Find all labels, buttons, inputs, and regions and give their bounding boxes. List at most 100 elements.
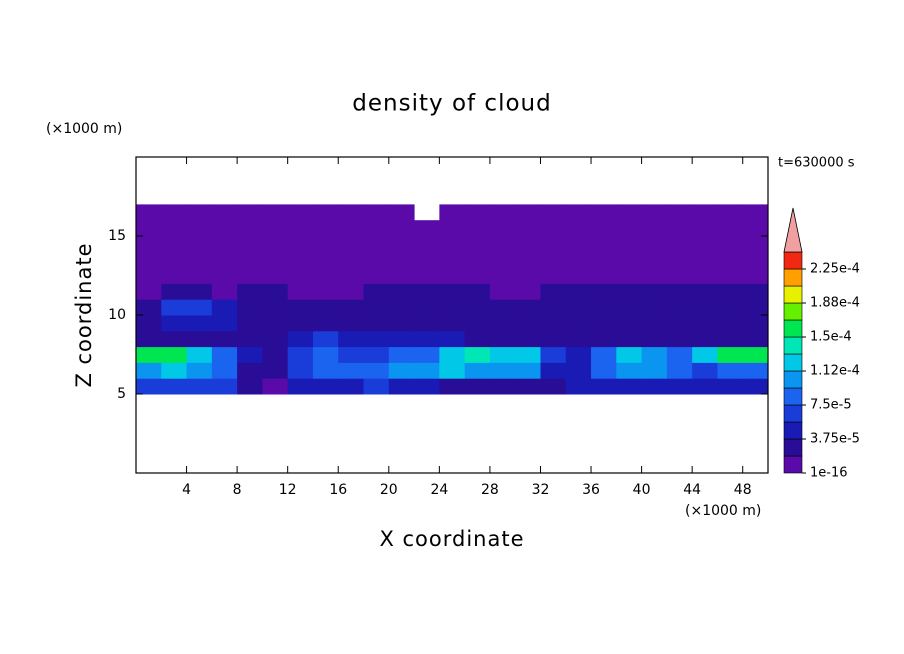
cell xyxy=(489,346,516,363)
cell xyxy=(666,315,693,332)
colorbar-band xyxy=(783,387,803,406)
cell xyxy=(363,251,390,269)
cell xyxy=(717,251,744,269)
colorbar-band xyxy=(783,302,803,321)
cell xyxy=(237,204,263,221)
cell xyxy=(616,251,643,269)
cell xyxy=(717,204,744,221)
cell xyxy=(262,251,289,269)
cell xyxy=(136,251,162,269)
cell xyxy=(540,299,567,316)
cell xyxy=(464,267,491,284)
cell xyxy=(666,283,693,300)
cell xyxy=(742,204,769,221)
cell xyxy=(692,299,718,316)
colorbar-band xyxy=(783,319,803,338)
cell xyxy=(692,362,718,379)
cell xyxy=(717,236,744,253)
cell xyxy=(237,299,263,316)
cell xyxy=(540,267,567,284)
cell xyxy=(439,315,466,332)
cell xyxy=(237,378,263,395)
cell xyxy=(363,346,390,363)
cell xyxy=(692,204,718,221)
cell xyxy=(388,362,415,379)
cell xyxy=(464,378,491,395)
cell xyxy=(262,299,289,316)
colorbar-band xyxy=(783,251,803,270)
cell xyxy=(489,283,516,300)
cell xyxy=(692,220,718,237)
cell xyxy=(591,283,617,300)
cell xyxy=(312,378,339,395)
cell xyxy=(414,299,440,316)
cell xyxy=(692,236,718,253)
cell xyxy=(211,315,238,332)
cell xyxy=(489,315,516,332)
cell xyxy=(641,378,668,395)
cell xyxy=(287,315,314,332)
cell xyxy=(464,315,491,332)
cell xyxy=(641,330,668,348)
cell xyxy=(136,236,162,253)
cell xyxy=(136,315,162,332)
x-tick-label: 16 xyxy=(329,482,347,498)
colorbar-band xyxy=(783,438,803,457)
cell xyxy=(388,204,415,221)
cell xyxy=(641,299,668,316)
cell xyxy=(565,267,592,284)
cell xyxy=(338,362,365,379)
cell xyxy=(262,378,289,395)
cell xyxy=(237,346,263,363)
cell xyxy=(489,220,516,237)
cell xyxy=(489,378,516,395)
cell xyxy=(742,283,769,300)
cell xyxy=(312,330,339,348)
cell xyxy=(414,346,440,363)
colorbar-band xyxy=(783,285,803,304)
cell xyxy=(439,346,466,363)
cell xyxy=(262,236,289,253)
cell xyxy=(161,251,188,269)
cell xyxy=(186,299,213,316)
cell xyxy=(211,378,238,395)
cell xyxy=(616,299,643,316)
cell xyxy=(312,299,339,316)
cell xyxy=(439,330,466,348)
cell xyxy=(211,299,238,316)
cell xyxy=(287,267,314,284)
cell xyxy=(363,220,390,237)
cell xyxy=(388,315,415,332)
cell xyxy=(287,220,314,237)
cell xyxy=(287,346,314,363)
x-tick-label: 12 xyxy=(279,482,297,498)
cell xyxy=(540,204,567,221)
cell xyxy=(262,330,289,348)
cell xyxy=(591,362,617,379)
x-tick-label: 28 xyxy=(481,482,499,498)
cell xyxy=(363,362,390,379)
cell xyxy=(237,283,263,300)
x-tick-label: 4 xyxy=(182,482,191,498)
cell xyxy=(186,346,213,363)
cell xyxy=(338,330,365,348)
cell xyxy=(489,299,516,316)
cell xyxy=(616,204,643,221)
cell xyxy=(717,362,744,379)
colorbar: 1e-16 3.75e-5 7.5e-5 1.12e-4 1.5e-4 1.88e-4 2.… xyxy=(783,207,860,481)
cell xyxy=(211,267,238,284)
cell xyxy=(742,315,769,332)
cell xyxy=(717,330,744,348)
cell xyxy=(439,220,466,237)
cell xyxy=(515,299,541,316)
cell xyxy=(515,267,541,284)
cell xyxy=(717,283,744,300)
cell xyxy=(717,346,744,363)
cell xyxy=(641,315,668,332)
colorbar-label: 1.88e-4 xyxy=(810,296,860,311)
cell xyxy=(312,236,339,253)
cell xyxy=(211,251,238,269)
cell xyxy=(515,315,541,332)
cell xyxy=(262,315,289,332)
cell xyxy=(439,378,466,395)
